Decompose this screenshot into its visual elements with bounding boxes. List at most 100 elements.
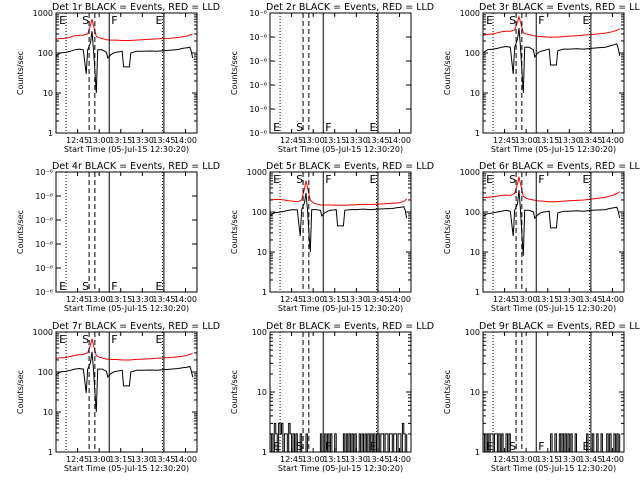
chart-title: Det 2r BLACK = Events, RED = LLD xyxy=(266,2,434,13)
x-tick-label: 13:00 xyxy=(302,136,325,145)
marker-label: S xyxy=(296,173,303,186)
x-axis-label: Start Time (05-Jul-15 12:30:20) xyxy=(278,145,403,154)
marker-label: E xyxy=(155,333,162,346)
y-tick-label: 10⁻⁶ xyxy=(249,105,267,114)
marker-label: S xyxy=(509,14,516,27)
y-tick-label: 1000 xyxy=(33,9,53,18)
x-tick-label: 13:30 xyxy=(131,295,154,304)
y-tick-label: 100 xyxy=(252,208,267,217)
chart-title: Det 9r BLACK = Events, RED = LLD xyxy=(479,321,640,332)
chart-title: Det 8r BLACK = Events, RED = LLD xyxy=(266,321,434,332)
x-tick-label: 13:45 xyxy=(152,455,175,464)
y-axis-label: Counts/sec xyxy=(16,51,25,95)
y-tick-label: 10⁻⁶ xyxy=(35,192,53,201)
y-axis-label: Counts/sec xyxy=(443,370,452,414)
x-tick-label: 12:45 xyxy=(280,455,303,464)
y-tick-label: 1000 xyxy=(247,168,267,177)
plot-frame xyxy=(269,12,412,134)
y-axis-label: Counts/sec xyxy=(230,370,239,414)
x-tick-label: 13:45 xyxy=(579,295,602,304)
y-axis-label: Counts/sec xyxy=(443,51,452,95)
marker-label: E xyxy=(59,280,66,293)
x-tick-label: 13:45 xyxy=(152,295,175,304)
x-tick-label: 13:00 xyxy=(302,455,325,464)
y-tick-label: 10 xyxy=(43,408,53,417)
chart-title: Det 7r BLACK = Events, RED = LLD xyxy=(52,321,220,332)
x-tick-label: 13:30 xyxy=(558,136,581,145)
y-axis-label: Counts/sec xyxy=(230,51,239,95)
y-tick-label: 10 xyxy=(43,89,53,98)
x-tick-label: 13:15 xyxy=(323,136,346,145)
x-tick-label: 12:45 xyxy=(66,455,89,464)
y-tick-label: 100 xyxy=(465,208,480,217)
y-tick-label: 10⁻⁶ xyxy=(249,129,267,138)
x-tick-label: 13:15 xyxy=(109,295,132,304)
x-axis-label: Start Time (05-Jul-15 12:30:20) xyxy=(491,464,616,473)
x-tick-label: 13:45 xyxy=(366,136,389,145)
plot-frame xyxy=(269,171,412,293)
x-tick-label: 13:30 xyxy=(558,295,581,304)
y-tick-label: 10⁻⁶ xyxy=(35,216,53,225)
x-tick-label: 14:00 xyxy=(388,455,411,464)
x-axis-label: Start Time (05-Jul-15 12:30:20) xyxy=(64,464,189,473)
lld-series-line xyxy=(56,338,193,361)
x-tick-label: 14:00 xyxy=(601,295,624,304)
x-tick-label: 12:45 xyxy=(493,136,516,145)
plot-frame xyxy=(482,12,625,134)
x-axis-label: Start Time (05-Jul-15 12:30:20) xyxy=(64,304,189,313)
x-axis-label: Start Time (05-Jul-15 12:30:20) xyxy=(491,145,616,154)
y-tick-label: 100 xyxy=(252,328,267,337)
chart-title: Det 4r BLACK = Events, RED = LLD xyxy=(52,161,220,172)
lld-series-line xyxy=(270,180,408,206)
y-tick-label: 1 xyxy=(262,448,267,457)
x-tick-label: 13:45 xyxy=(366,455,389,464)
y-tick-label: 1 xyxy=(475,129,480,138)
y-tick-label: 10⁻⁶ xyxy=(35,288,53,297)
x-tick-label: 13:30 xyxy=(558,455,581,464)
events-series-line xyxy=(483,28,621,94)
x-axis-label: Start Time (05-Jul-15 12:30:20) xyxy=(491,304,616,313)
y-tick-label: 100 xyxy=(465,49,480,58)
x-tick-label: 12:45 xyxy=(280,136,303,145)
x-tick-label: 13:00 xyxy=(88,455,111,464)
x-tick-label: 13:00 xyxy=(302,295,325,304)
marker-label: F xyxy=(538,440,544,453)
y-tick-label: 1000 xyxy=(460,9,480,18)
marker-label: E xyxy=(486,173,493,186)
x-tick-label: 12:45 xyxy=(493,455,516,464)
marker-label: E xyxy=(486,440,493,453)
x-tick-label: 13:15 xyxy=(109,455,132,464)
y-tick-label: 1 xyxy=(475,448,480,457)
marker-label: F xyxy=(111,280,117,293)
y-axis-label: Counts/sec xyxy=(16,370,25,414)
y-tick-label: 10⁻⁶ xyxy=(249,81,267,90)
x-tick-label: 12:45 xyxy=(66,295,89,304)
lld-series-line xyxy=(483,15,620,38)
marker-label: E xyxy=(582,173,589,186)
x-tick-label: 13:30 xyxy=(345,455,368,464)
y-tick-label: 10⁻⁶ xyxy=(249,9,267,18)
chart-title: Det 1r BLACK = Events, RED = LLD xyxy=(52,2,220,13)
x-tick-label: 12:45 xyxy=(493,295,516,304)
x-tick-label: 14:00 xyxy=(174,295,197,304)
y-tick-label: 10⁻⁶ xyxy=(249,33,267,42)
x-tick-label: 13:30 xyxy=(131,136,154,145)
marker-label: S xyxy=(296,121,303,134)
y-tick-label: 10⁻⁶ xyxy=(249,57,267,66)
x-tick-label: 13:15 xyxy=(323,295,346,304)
x-tick-label: 13:00 xyxy=(88,295,111,304)
marker-label: E xyxy=(155,280,162,293)
marker-label: E xyxy=(59,14,66,27)
chart-title: Det 5r BLACK = Events, RED = LLD xyxy=(266,161,434,172)
y-tick-label: 1 xyxy=(475,288,480,297)
y-tick-label: 10 xyxy=(470,89,480,98)
y-axis-label: Counts/sec xyxy=(16,210,25,254)
y-tick-label: 10 xyxy=(257,388,267,397)
y-tick-label: 1 xyxy=(262,288,267,297)
events-series-line xyxy=(483,190,621,256)
